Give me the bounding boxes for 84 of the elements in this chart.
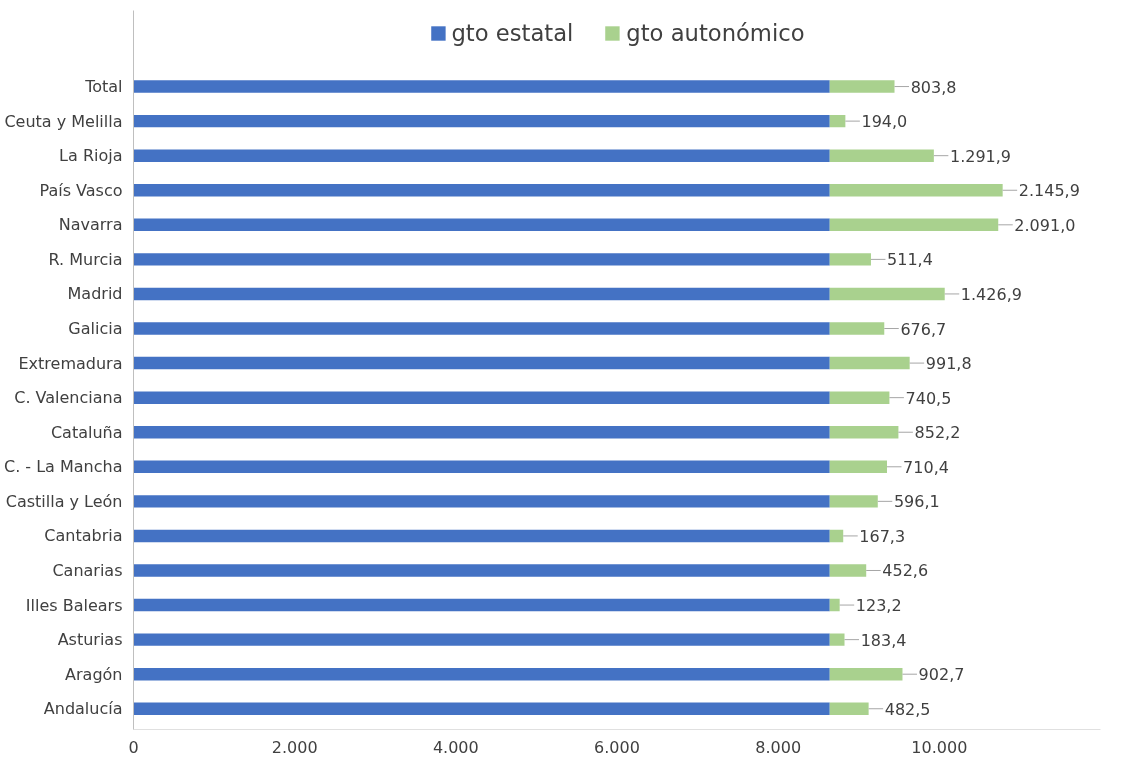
y-tick-label: Ceuta y Melilla bbox=[4, 111, 123, 131]
y-tick-label: Navarra bbox=[58, 215, 123, 235]
x-tick-label: 6.000 bbox=[594, 737, 640, 757]
y-tick-label: C. - La Mancha bbox=[4, 457, 123, 477]
legend-label: gto estatal bbox=[451, 20, 574, 46]
y-tick-label: Illes Balears bbox=[25, 595, 123, 615]
y-tick-label: Total bbox=[84, 77, 123, 97]
bar bbox=[829, 322, 885, 335]
bar bbox=[829, 495, 878, 508]
bar bbox=[133, 149, 830, 162]
y-tick-label: La Rioja bbox=[59, 146, 123, 166]
bar bbox=[829, 598, 840, 612]
y-tick-label: Cataluña bbox=[50, 422, 123, 442]
bar bbox=[133, 184, 830, 197]
data-label: 852,2 bbox=[914, 423, 961, 443]
bar bbox=[133, 633, 830, 646]
data-label: 452,6 bbox=[882, 561, 929, 581]
y-tick-label: Cantabria bbox=[44, 526, 123, 546]
bar bbox=[829, 184, 1003, 197]
data-label: 167,3 bbox=[859, 526, 906, 546]
data-label: 1.291,9 bbox=[949, 146, 1012, 166]
data-label: 2.145,9 bbox=[1018, 181, 1080, 201]
bar bbox=[829, 460, 887, 474]
x-tick-label: 2.000 bbox=[271, 737, 318, 757]
y-tick-label: Madrid bbox=[67, 284, 123, 304]
data-label: 740,5 bbox=[905, 388, 952, 408]
data-label: 482,5 bbox=[884, 699, 931, 719]
data-label: 1.426,9 bbox=[960, 284, 1022, 304]
bar bbox=[829, 356, 910, 370]
bar bbox=[133, 667, 830, 681]
bar bbox=[133, 253, 830, 266]
y-tick-label: C. Valenciana bbox=[14, 388, 123, 408]
data-label: 902,7 bbox=[918, 665, 965, 685]
data-label: 676,7 bbox=[900, 319, 947, 339]
bar bbox=[133, 287, 830, 301]
bar bbox=[133, 598, 830, 612]
bar bbox=[133, 460, 830, 474]
data-label: 194,0 bbox=[861, 112, 908, 132]
data-label: 596,1 bbox=[893, 492, 940, 512]
bar bbox=[829, 633, 845, 646]
bar bbox=[133, 391, 830, 404]
data-label: 511,4 bbox=[887, 250, 933, 270]
bar bbox=[829, 529, 844, 543]
bar bbox=[829, 218, 999, 232]
bar bbox=[829, 564, 867, 577]
data-label: 123,2 bbox=[855, 596, 902, 616]
y-tick-label: Extremadura bbox=[18, 353, 123, 373]
y-tick-label: Asturias bbox=[57, 630, 123, 650]
bar bbox=[829, 391, 890, 404]
bar bbox=[133, 114, 830, 128]
bar bbox=[829, 287, 945, 301]
data-label: 2.091,0 bbox=[1014, 215, 1076, 235]
data-label: 991,8 bbox=[925, 354, 972, 374]
bar bbox=[133, 218, 830, 232]
bar bbox=[133, 564, 830, 577]
legend-label: gto autonómico bbox=[626, 20, 805, 46]
bar bbox=[829, 114, 846, 128]
data-label: 183,4 bbox=[860, 630, 907, 650]
bar bbox=[133, 426, 830, 439]
bar bbox=[133, 529, 830, 543]
y-tick-label: Canarias bbox=[52, 560, 123, 580]
y-tick-label: País Vasco bbox=[39, 180, 123, 200]
data-label: 710,4 bbox=[903, 457, 949, 477]
bar bbox=[133, 702, 830, 715]
bar bbox=[829, 667, 903, 681]
y-tick-label: Castilla y León bbox=[5, 491, 123, 511]
y-tick-label: Andalucía bbox=[43, 699, 123, 719]
bar bbox=[133, 495, 830, 508]
bar bbox=[829, 426, 899, 439]
x-tick-label: 0 bbox=[128, 737, 139, 757]
x-tick-label: 8.000 bbox=[755, 737, 802, 757]
y-tick-label: R. Murcia bbox=[48, 249, 123, 269]
data-label: 803,8 bbox=[910, 77, 957, 97]
bar bbox=[133, 356, 830, 370]
bar bbox=[133, 322, 830, 335]
bar bbox=[829, 702, 869, 715]
bar bbox=[829, 253, 871, 266]
bar bbox=[829, 80, 895, 93]
bar bbox=[829, 149, 934, 162]
bar bbox=[133, 80, 830, 93]
x-tick-label: 10.000 bbox=[911, 737, 968, 757]
y-tick-label: Galicia bbox=[68, 319, 123, 339]
y-tick-label: Aragón bbox=[65, 664, 123, 684]
x-tick-label: 4.000 bbox=[432, 737, 479, 757]
